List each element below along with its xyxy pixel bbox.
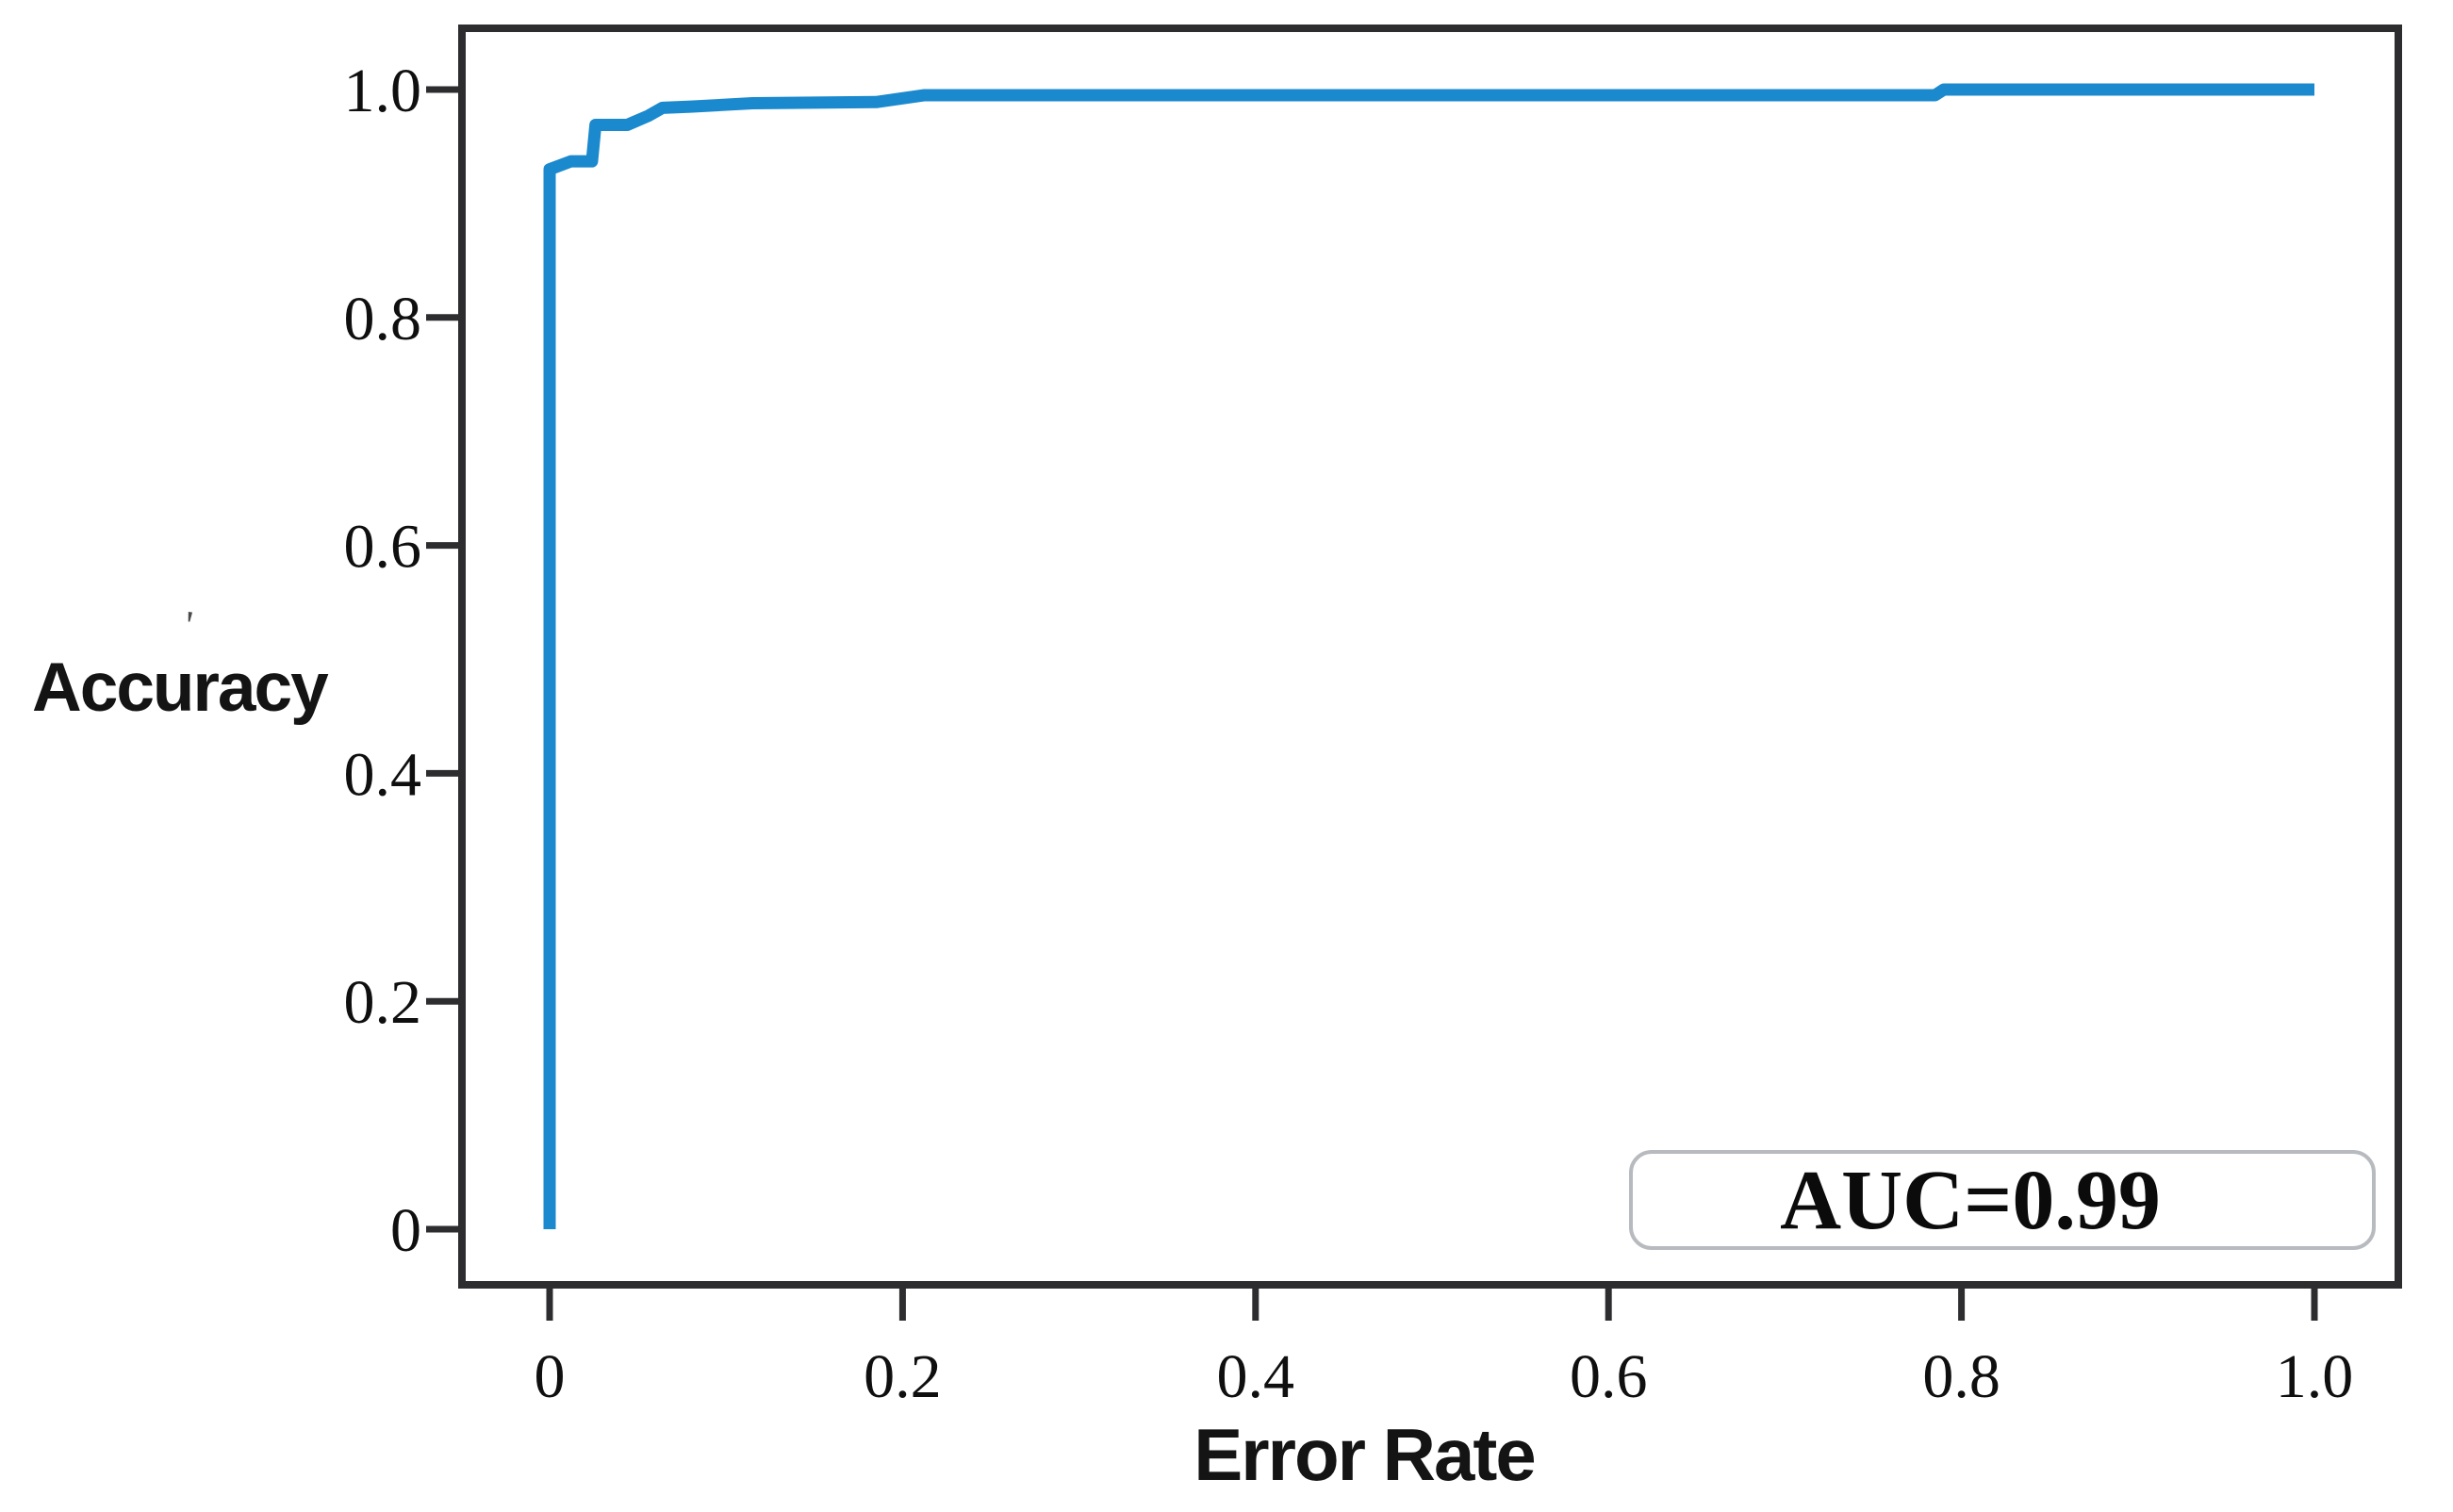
auc-annotation-text: AUC=0.99 — [1780, 1153, 2161, 1247]
y-tick-label: 0.2 — [344, 968, 422, 1037]
plot-frame — [458, 25, 2402, 1289]
x-axis-title: Error Rate — [1194, 1413, 1536, 1496]
x-tick-label: 0.8 — [1922, 1342, 2000, 1411]
accuracy-curve — [543, 83, 2314, 1229]
y-tick-label: 0 — [390, 1196, 421, 1265]
x-tick-label: 0.6 — [1570, 1342, 1648, 1411]
y-tick-label: 0.6 — [344, 513, 422, 582]
auc-annotation-box: AUC=0.99 — [1629, 1150, 2376, 1250]
y-tick-label: 1.0 — [344, 57, 422, 125]
y-axis-title: Accuracy — [32, 649, 329, 726]
x-tick-label: 0.2 — [864, 1342, 942, 1411]
y-tick-label: 0.4 — [344, 740, 422, 809]
x-tick-label: 0.4 — [1217, 1342, 1295, 1411]
x-tick-label: 0 — [535, 1342, 566, 1411]
y-tick-label: 0.8 — [344, 285, 422, 353]
x-tick-label: 1.0 — [2276, 1342, 2354, 1411]
